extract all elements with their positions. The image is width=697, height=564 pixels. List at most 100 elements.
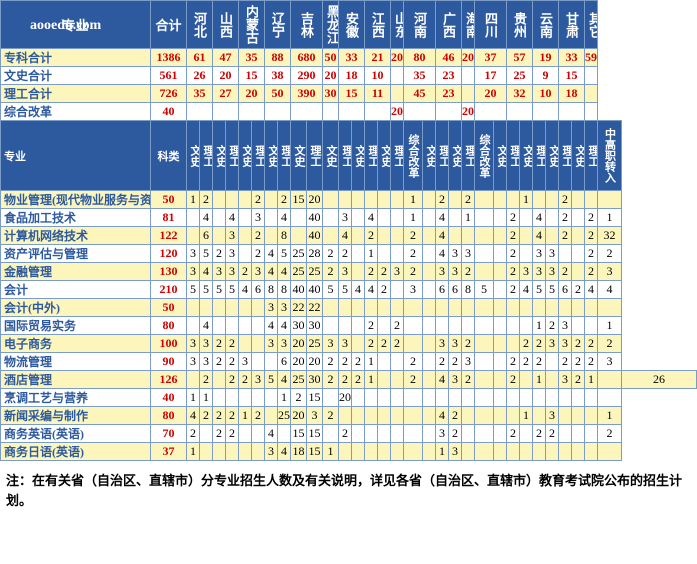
major-cell: 4	[187, 407, 200, 425]
major-cell	[213, 299, 226, 317]
summary-cell: 19	[533, 49, 559, 67]
hdr-prov-16: 其它	[585, 1, 598, 49]
major-cell	[352, 425, 365, 443]
major-cell: 1	[200, 389, 213, 407]
sc26: 文史	[546, 121, 559, 191]
major-cell	[213, 317, 226, 335]
major-cell	[352, 191, 365, 209]
major-cell: 3	[339, 263, 352, 281]
major-cell	[213, 371, 226, 389]
major-cell: 2	[239, 263, 252, 281]
major-cell	[339, 443, 352, 461]
major-row: 新闻采编与制作8042221225203242131	[1, 407, 697, 425]
major-cell: 2	[252, 407, 265, 425]
major-cell: 6	[436, 281, 449, 299]
major-cell	[507, 317, 520, 335]
major-row: 食品加工技术814434403414124221	[1, 209, 697, 227]
major-cell	[378, 443, 391, 461]
summary-cell	[507, 103, 533, 121]
major-cell	[559, 407, 572, 425]
major-total: 100	[151, 335, 187, 353]
major-cell: 2	[226, 425, 239, 443]
major-cell: 2	[213, 425, 226, 443]
major-total: 130	[151, 263, 187, 281]
major-cell: 2	[546, 317, 559, 335]
major-cell: 20	[339, 389, 352, 407]
major-cell: 1	[404, 191, 423, 209]
major-cell	[391, 389, 404, 407]
summary-cell: 20	[323, 67, 339, 85]
major-cell	[291, 227, 307, 245]
sc12: 文史	[352, 121, 365, 191]
summary-cell: 20	[475, 85, 507, 103]
major-cell	[533, 443, 546, 461]
major-cell	[352, 407, 365, 425]
major-cell	[585, 443, 598, 461]
major-cell: 6	[449, 281, 462, 299]
major-cell	[494, 209, 507, 227]
major-cell: 2	[200, 371, 213, 389]
major-cell	[239, 299, 252, 317]
major-cell: 8	[462, 281, 475, 299]
major-cell	[546, 299, 559, 317]
major-cell	[239, 245, 252, 263]
major-cell	[226, 317, 239, 335]
major-cell	[423, 245, 436, 263]
major-cell	[546, 353, 559, 371]
major-cell: 2	[200, 191, 213, 209]
sc30: 中高职转入	[598, 121, 622, 191]
major-cell: 4	[436, 227, 449, 245]
summary-cell: 50	[265, 85, 291, 103]
major-row: 烹调工艺与营养4011121520	[1, 389, 697, 407]
major-cell	[391, 443, 404, 461]
major-total: 80	[151, 407, 187, 425]
hdr-prov-12: 四川	[475, 1, 507, 49]
major-total: 122	[151, 227, 187, 245]
major-cell	[494, 353, 507, 371]
major-cell	[252, 317, 265, 335]
major-name: 物业管理(现代物业服务与资产经营)	[1, 191, 151, 209]
major-cell	[252, 389, 265, 407]
major-cell: 15	[307, 389, 323, 407]
major-cell: 3	[462, 353, 475, 371]
major-cell: 4	[265, 263, 278, 281]
major-cell: 2	[378, 281, 391, 299]
major-cell	[423, 389, 436, 407]
major-cell: 2	[507, 209, 520, 227]
hdr-prov-5: 黑龙江	[323, 1, 339, 49]
major-cell: 4	[200, 209, 213, 227]
major-cell: 3	[533, 263, 546, 281]
sc7: 理工	[278, 121, 291, 191]
major-cell: 2	[559, 353, 572, 371]
major-cell: 3	[252, 209, 265, 227]
major-cell	[378, 317, 391, 335]
major-cell	[436, 389, 449, 407]
sc17: 文史	[423, 121, 436, 191]
major-cell	[265, 227, 278, 245]
major-cell	[585, 407, 598, 425]
major-cell: 3	[278, 299, 291, 317]
hdr-prov-2: 内蒙古	[239, 1, 265, 49]
major-cell	[391, 425, 404, 443]
sc4: 文史	[239, 121, 252, 191]
hdr-total: 合计	[151, 1, 187, 49]
major-cell	[323, 299, 339, 317]
major-cell	[378, 245, 391, 263]
major-cell: 3	[546, 335, 559, 353]
major-cell: 3	[449, 263, 462, 281]
major-cell: 2	[187, 425, 200, 443]
summary-cell: 88	[265, 49, 291, 67]
major-cell	[278, 425, 291, 443]
major-cell: 2	[252, 191, 265, 209]
major-cell: 3	[226, 227, 239, 245]
major-cell	[378, 389, 391, 407]
major-cell	[533, 299, 546, 317]
summary-cell: 46	[436, 49, 462, 67]
sc25: 理工	[533, 121, 546, 191]
major-cell: 3	[187, 245, 200, 263]
summary-cell	[323, 103, 339, 121]
major-cell	[494, 263, 507, 281]
major-cell: 1	[365, 371, 378, 389]
major-cell	[213, 191, 226, 209]
sc28: 文史	[572, 121, 585, 191]
